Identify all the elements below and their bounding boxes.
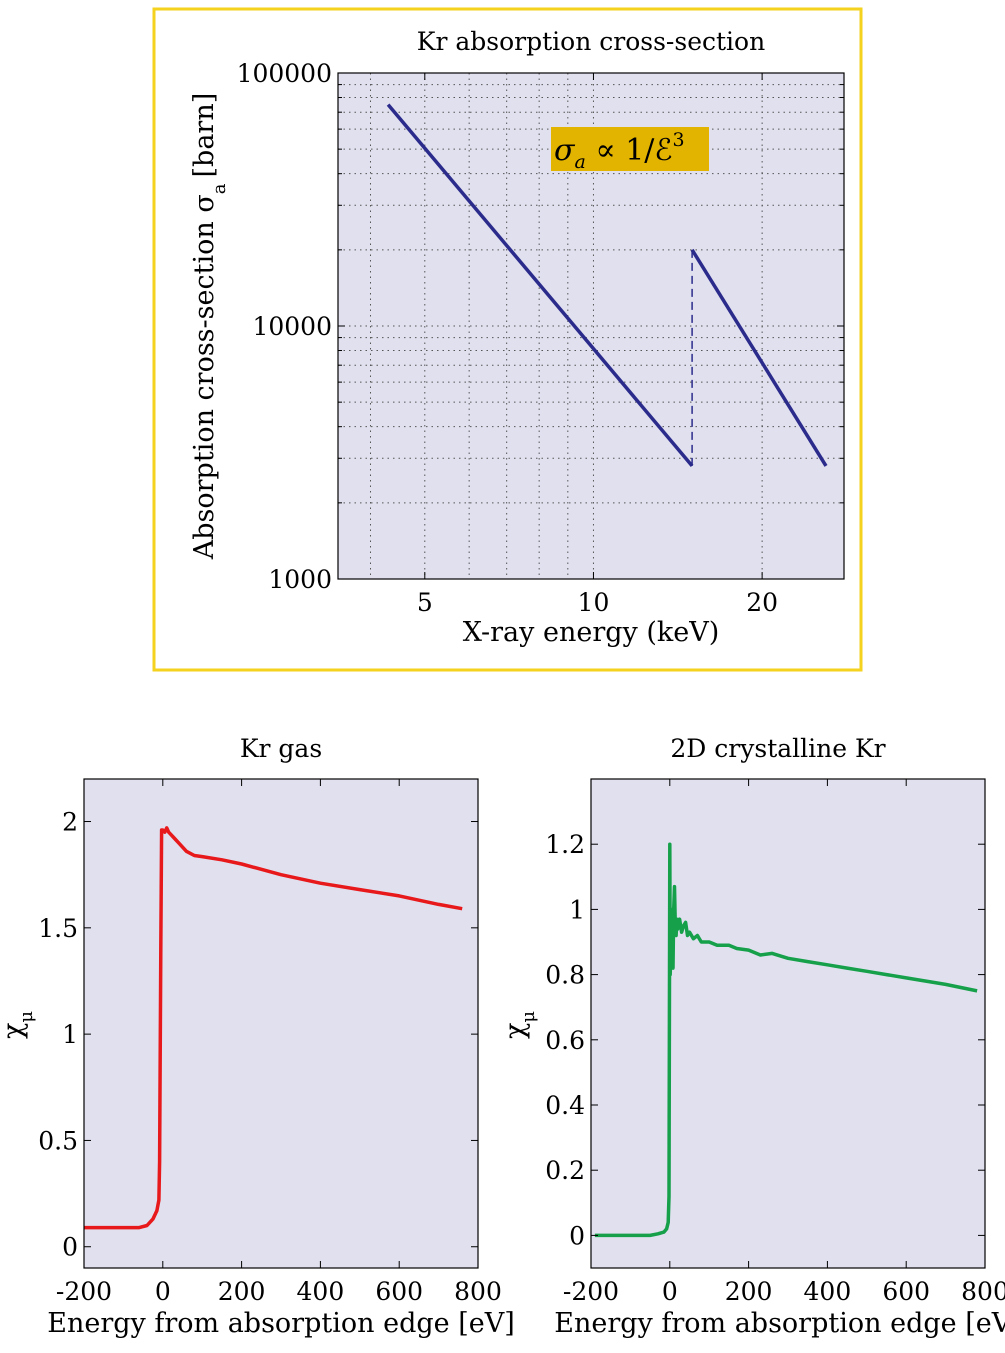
y-tick-label: 0 xyxy=(62,1233,78,1262)
y-tick-label: 1.5 xyxy=(38,914,78,943)
y-axis-label-sub: μ xyxy=(518,1011,539,1023)
x-tick-labels: 5 10 20 xyxy=(417,588,778,617)
tick-marks xyxy=(83,779,479,1268)
y-tick-label: 1.2 xyxy=(545,830,585,859)
y-tick-label: 1 xyxy=(62,1020,78,1049)
x-tick-label: 400 xyxy=(804,1277,852,1306)
annotation-sub: a xyxy=(574,151,585,173)
series-group xyxy=(386,103,828,468)
chart-kr-gas: Kr gas -200 0 200 400 600 800 0 0.5 1 1.5 2 Energ… xyxy=(0,734,515,1339)
x-tick-label: 10 xyxy=(578,588,610,617)
series-line xyxy=(690,248,828,467)
x-axis-label: Energy from absorption edge [eV] xyxy=(47,1308,515,1339)
x-tick-label: -200 xyxy=(563,1277,619,1306)
chart-title: Kr absorption cross-section xyxy=(417,27,765,56)
chart-2d-crystalline: 2D crystalline Kr -200 0 200 400 600 800 0 0.2… xyxy=(500,734,1005,1339)
x-tick-label: 20 xyxy=(746,588,778,617)
x-axis-label: X-ray energy (keV) xyxy=(463,617,720,648)
chart-title: 2D crystalline Kr xyxy=(670,734,885,763)
annotation-sigma: σ xyxy=(554,133,576,168)
y-tick-label: 1000 xyxy=(268,565,332,594)
series-group xyxy=(84,826,463,1230)
y-tick-label: 0.2 xyxy=(545,1156,585,1185)
y-tick-labels: 0 0.2 0.4 0.6 0.8 1 1.2 xyxy=(545,830,585,1250)
tick-marks xyxy=(338,72,844,580)
y-axis-label: Absorption cross-section σa [barn] xyxy=(189,93,230,561)
x-tick-label: 800 xyxy=(961,1277,1005,1306)
y-axis-label-sub: a xyxy=(209,183,230,194)
x-tick-label: 0 xyxy=(155,1277,171,1306)
x-tick-labels: -200 0 200 400 600 800 xyxy=(563,1277,1005,1306)
series-line xyxy=(84,826,463,1230)
tick-marks xyxy=(590,779,986,1268)
x-tick-label: 600 xyxy=(375,1277,423,1306)
plot-area xyxy=(591,779,985,1268)
y-tick-label: 10000 xyxy=(252,312,332,341)
series-line xyxy=(386,103,694,468)
x-tick-label: 600 xyxy=(882,1277,930,1306)
annotation-box xyxy=(551,127,709,171)
annotation-text: σa ∝ 1/ℰ3 xyxy=(554,129,685,173)
y-tick-label: 0.5 xyxy=(38,1126,78,1155)
plot-frame xyxy=(83,778,479,1269)
annotation-mid: ∝ 1/ℰ xyxy=(586,133,673,168)
x-tick-label: 800 xyxy=(454,1277,502,1306)
plot-area xyxy=(84,779,478,1268)
series-group xyxy=(594,842,978,1238)
y-axis-label-main: Absorption cross-section σ xyxy=(189,194,220,560)
highlight-frame xyxy=(152,7,863,672)
series-line xyxy=(594,842,978,1238)
y-axis-label-main: χ xyxy=(500,1023,531,1039)
y-tick-label: 0.6 xyxy=(545,1026,585,1055)
x-tick-label: 5 xyxy=(417,588,433,617)
x-tick-label: 200 xyxy=(725,1277,773,1306)
y-tick-label: 0.4 xyxy=(545,1091,585,1120)
x-tick-labels: -200 0 200 400 600 800 xyxy=(56,1277,502,1306)
plot-frame xyxy=(590,778,986,1269)
y-tick-label: 0.8 xyxy=(545,961,585,990)
y-tick-label: 1 xyxy=(569,895,585,924)
y-tick-labels: 1000 10000 100000 xyxy=(237,59,332,594)
x-tick-label: 0 xyxy=(662,1277,678,1306)
x-axis-label: Energy from absorption edge [eV] xyxy=(554,1308,1005,1339)
x-tick-label: 200 xyxy=(218,1277,266,1306)
y-axis-label: χμ xyxy=(0,1011,37,1039)
y-axis-label-unit: [barn] xyxy=(189,93,220,178)
y-axis-label-main: χ xyxy=(0,1023,29,1039)
x-tick-label: -200 xyxy=(56,1277,112,1306)
y-axis-label: χμ xyxy=(500,1011,539,1039)
annotation-sup: 3 xyxy=(673,129,685,151)
y-tick-labels: 0 0.5 1 1.5 2 xyxy=(38,808,78,1262)
chart-title: Kr gas xyxy=(240,734,322,763)
y-tick-label: 0 xyxy=(569,1221,585,1250)
x-tick-label: 400 xyxy=(297,1277,345,1306)
y-tick-label: 2 xyxy=(62,808,78,837)
y-axis-label-sub: μ xyxy=(16,1011,37,1023)
y-tick-label: 100000 xyxy=(237,59,332,88)
chart-cross-section: Kr absorption cross-section 5 10 20 100010… xyxy=(189,27,845,648)
